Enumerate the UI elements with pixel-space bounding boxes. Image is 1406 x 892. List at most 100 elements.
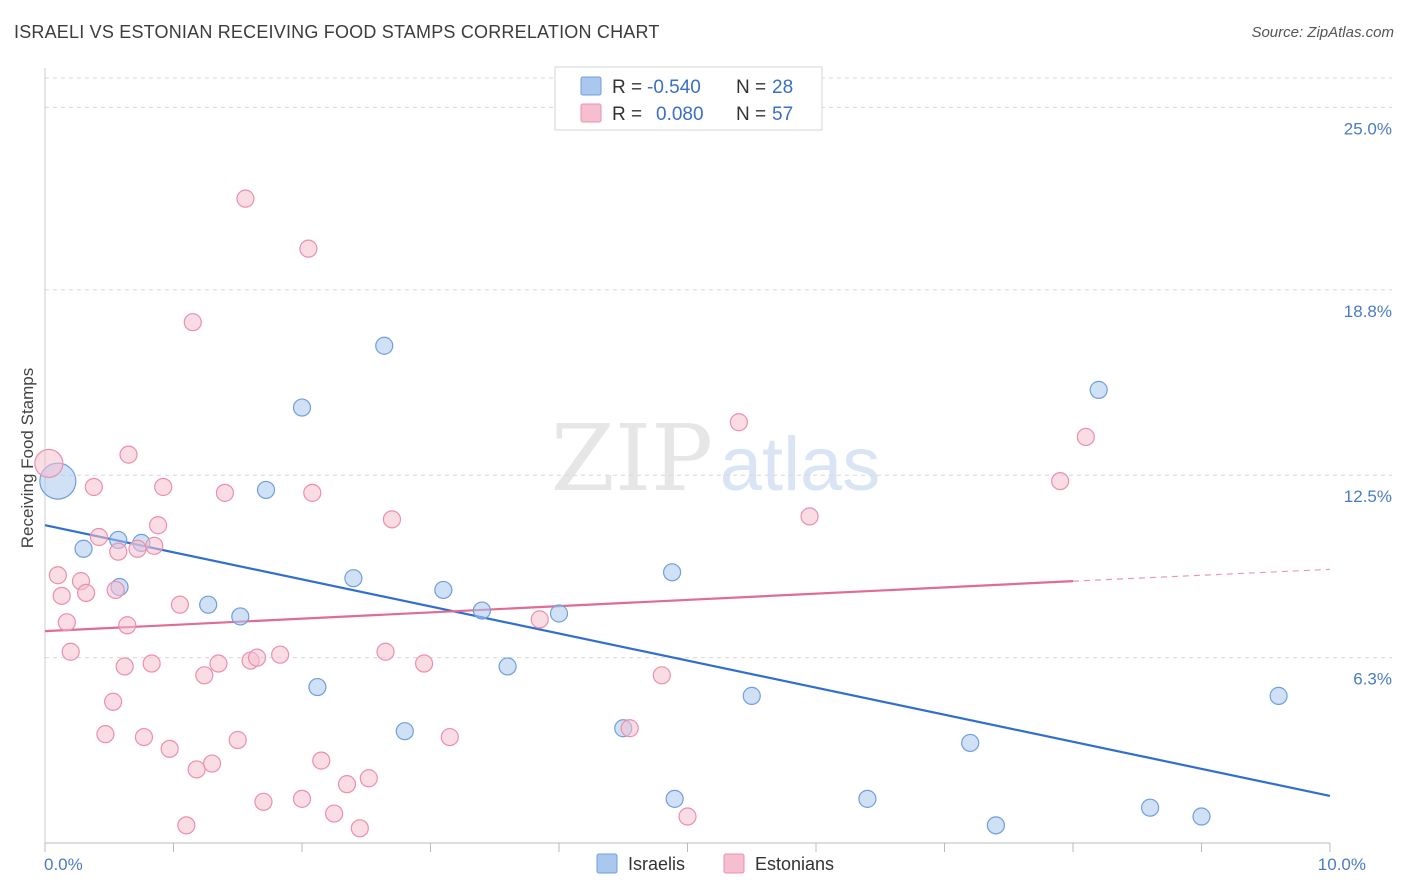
legend-r-label-israelis: R = xyxy=(612,77,642,98)
point-estonians-13 xyxy=(118,616,137,635)
trend-line-dashed-estonians xyxy=(1072,568,1331,582)
bottom-legend-label-israelis: Israelis xyxy=(628,854,685,874)
point-estonians-30 xyxy=(228,730,247,750)
point-estonians-18 xyxy=(145,536,164,555)
watermark-zip: ZIP xyxy=(551,405,713,512)
bottom-legend: Israelis Estonians xyxy=(596,853,834,874)
point-israelis-24 xyxy=(1140,798,1160,817)
point-estonians-33 xyxy=(247,648,267,667)
point-estonians-52 xyxy=(729,413,749,432)
point-estonians-10 xyxy=(104,692,123,711)
point-israelis-8 xyxy=(292,398,312,417)
y-tick-label-1: 12.5% xyxy=(1344,487,1392,506)
point-estonians-28 xyxy=(209,654,228,673)
point-estonians-47 xyxy=(440,727,459,747)
bottom-legend-label-estonians: Estonians xyxy=(755,854,834,874)
point-estonians-42 xyxy=(350,819,369,838)
point-estonians-21 xyxy=(160,739,179,758)
point-israelis-20 xyxy=(858,789,877,808)
point-israelis-21 xyxy=(961,733,980,753)
point-estonians-14 xyxy=(119,445,138,464)
point-israelis-11 xyxy=(375,336,394,355)
point-israelis-5 xyxy=(199,595,218,614)
point-estonians-12 xyxy=(115,657,134,676)
point-estonians-23 xyxy=(177,816,196,835)
point-estonians-22 xyxy=(170,595,190,614)
y-tick-labels: 6.3% 12.5% 18.8% 25.0% xyxy=(1344,119,1392,688)
point-estonians-0 xyxy=(34,448,64,479)
point-estonians-55 xyxy=(1076,427,1095,447)
point-israelis-1 xyxy=(74,539,93,558)
point-estonians-11 xyxy=(106,580,125,600)
point-estonians-38 xyxy=(303,483,322,502)
point-estonians-9 xyxy=(96,725,115,744)
legend-r-label-estonians: R = xyxy=(612,104,642,125)
point-israelis-13 xyxy=(434,580,453,600)
point-estonians-25 xyxy=(187,760,206,779)
point-estonians-26 xyxy=(195,666,214,685)
point-estonians-54 xyxy=(1051,471,1070,491)
watermark: ZIP atlas xyxy=(551,405,880,512)
trend-line-israelis xyxy=(44,524,1331,797)
point-estonians-43 xyxy=(359,769,378,788)
point-israelis-25 xyxy=(1192,807,1211,826)
point-estonians-6 xyxy=(77,583,96,603)
legend-r-value-estonians: 0.080 xyxy=(656,104,704,125)
y-tick-label-0: 6.3% xyxy=(1353,670,1392,689)
point-estonians-16 xyxy=(134,727,154,747)
point-estonians-37 xyxy=(299,239,318,258)
point-israelis-14 xyxy=(498,657,517,676)
bottom-legend-swatch-israelis xyxy=(596,853,618,874)
point-israelis-26 xyxy=(1269,686,1288,705)
point-estonians-53 xyxy=(800,507,819,526)
point-estonians-56 xyxy=(109,542,128,561)
bottom-legend-swatch-estonians xyxy=(723,853,745,874)
point-estonians-15 xyxy=(128,539,147,558)
x-tick-label-0: 0.0% xyxy=(44,855,83,874)
x-tick-labels: 0.0% 10.0% xyxy=(44,855,1366,874)
point-estonians-3 xyxy=(57,613,76,632)
point-estonians-4 xyxy=(61,642,80,661)
point-estonians-17 xyxy=(142,654,161,673)
point-israelis-6 xyxy=(231,607,250,626)
point-israelis-23 xyxy=(1089,380,1108,399)
point-estonians-34 xyxy=(254,792,273,811)
legend-n-label-israelis: N = xyxy=(736,77,766,98)
point-israelis-19 xyxy=(742,686,761,705)
point-estonians-8 xyxy=(89,527,109,547)
point-israelis-9 xyxy=(308,677,327,697)
point-israelis-17 xyxy=(662,563,682,582)
point-israelis-12 xyxy=(395,722,414,741)
legend-n-value-israelis: 28 xyxy=(772,77,793,98)
legend-swatch-estonians xyxy=(580,103,602,123)
point-israelis-10 xyxy=(344,569,363,588)
point-estonians-35 xyxy=(271,645,290,664)
legend-swatch-israelis xyxy=(580,76,602,96)
point-israelis-15 xyxy=(549,604,569,623)
chart-title: ISRAELI VS ESTONIAN RECEIVING FOOD STAMP… xyxy=(14,22,660,42)
point-estonians-29 xyxy=(215,483,234,502)
legend-r-value-israelis: -0.540 xyxy=(647,77,701,98)
chart-source: Source: ZipAtlas.com xyxy=(1251,24,1394,41)
point-estonians-27 xyxy=(202,754,222,773)
point-israelis-27 xyxy=(472,601,491,620)
point-estonians-39 xyxy=(312,751,331,770)
point-estonians-20 xyxy=(154,477,173,497)
point-israelis-22 xyxy=(986,816,1006,835)
point-estonians-46 xyxy=(414,654,434,673)
legend-n-label-estonians: N = xyxy=(736,104,766,125)
point-estonians-36 xyxy=(292,789,312,808)
point-estonians-48 xyxy=(530,610,549,629)
point-estonians-51 xyxy=(678,807,697,826)
point-estonians-50 xyxy=(652,666,671,685)
top-legend: R = -0.540 N = 28 R = 0.080 N = 57 xyxy=(554,66,823,131)
point-estonians-1 xyxy=(48,566,67,585)
point-estonians-24 xyxy=(183,313,202,332)
point-estonians-41 xyxy=(337,775,357,794)
point-estonians-44 xyxy=(376,642,395,661)
grid-lines xyxy=(45,77,1392,659)
trend-lines xyxy=(44,524,1331,797)
y-axis-label: Receiving Food Stamps xyxy=(18,368,37,548)
y-tick-label-2: 18.8% xyxy=(1344,302,1392,321)
